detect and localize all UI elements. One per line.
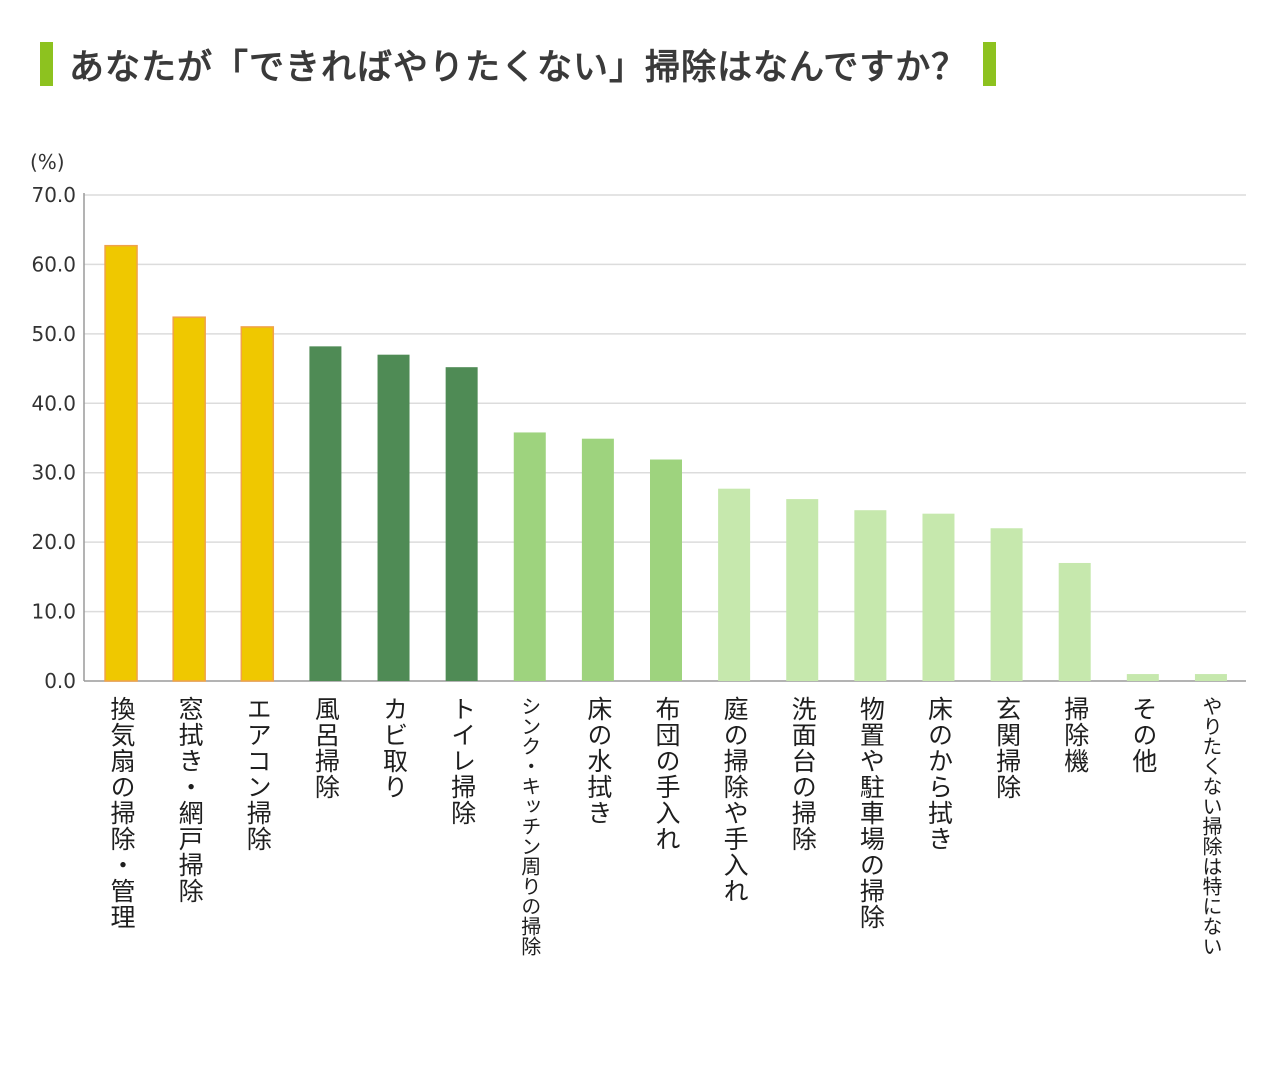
y-tick-label: 0.0: [44, 669, 76, 693]
bar-14: [990, 528, 1023, 681]
category-label-6: トイレ掃除: [447, 696, 477, 826]
bar-9: [650, 459, 682, 681]
category-label-14: 玄関掃除: [992, 696, 1022, 800]
y-unit-label: (%): [30, 150, 65, 174]
category-label-17: やりたくない掃除は特にない: [1198, 696, 1223, 956]
y-tick-label: 60.0: [31, 252, 76, 276]
bar-8: [581, 438, 614, 681]
bar-3: [240, 326, 275, 682]
bar-12: [854, 510, 887, 681]
category-label-12: 物置や駐車場の掃除: [856, 696, 886, 930]
category-label-1: 換気扇の掃除・管理: [107, 696, 137, 930]
bar-1: [104, 244, 138, 682]
y-tick-label: 10.0: [31, 600, 76, 624]
y-tick-label: 30.0: [31, 461, 76, 485]
bar-2: [172, 316, 206, 682]
bar-13: [922, 513, 955, 681]
category-label-5: カビ取り: [379, 696, 409, 800]
category-label-9: 布団の手入れ: [652, 696, 681, 852]
category-label-11: 洗面台の掃除: [788, 696, 818, 852]
category-label-4: 風呂掃除: [311, 696, 341, 800]
chart-title: あなたが「できればやりたくない」掃除はなんですか？: [69, 47, 968, 88]
bar-4: [309, 346, 342, 681]
category-label-16: その他: [1128, 696, 1158, 774]
bar-10: [718, 488, 751, 681]
category-label-3: エアコン掃除: [243, 696, 273, 852]
bar-15: [1058, 562, 1091, 681]
bar-6: [445, 367, 478, 681]
category-label-2: 窓拭き・網戸掃除: [175, 696, 205, 904]
category-label-10: 庭の掃除や手入れ: [720, 696, 750, 904]
y-tick-label: 20.0: [31, 530, 76, 554]
y-tick-label: 50.0: [31, 322, 76, 346]
bar-5: [377, 354, 410, 681]
y-tick-label: 70.0: [31, 183, 76, 207]
y-tick-label: 40.0: [31, 391, 76, 415]
category-label-8: 床の水拭き: [583, 696, 613, 826]
category-label-7: シンク・キッチン周りの掃除: [517, 696, 542, 956]
bar-16: [1126, 674, 1159, 681]
chart-title-block: あなたが「できればやりたくない」掃除はなんですか？: [40, 38, 997, 90]
bar-11: [786, 499, 819, 681]
title-accent-bar-left: [40, 42, 53, 86]
title-accent-bar-right: [983, 42, 997, 86]
bar-7: [513, 432, 546, 681]
category-label-13: 床のから拭き: [924, 696, 954, 852]
category-label-15: 掃除機: [1060, 696, 1090, 774]
bar-17: [1194, 674, 1227, 681]
